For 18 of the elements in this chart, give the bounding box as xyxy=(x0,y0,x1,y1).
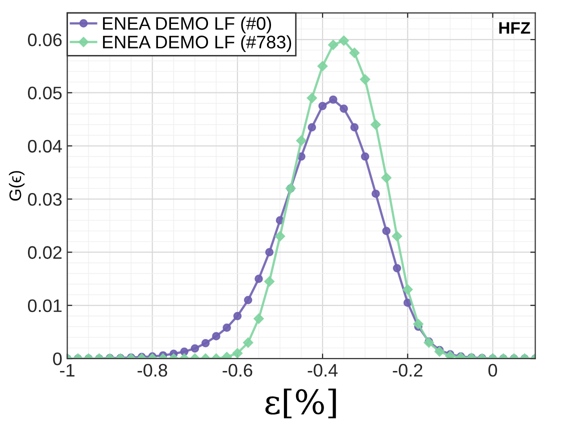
x-tick-label: 0 xyxy=(488,364,498,377)
y-tick-label: 0.02 xyxy=(28,246,62,259)
y-tick-label: 0 xyxy=(53,352,62,366)
y-tick-label: 0.05 xyxy=(28,86,62,100)
annotation: HFZ xyxy=(499,22,530,34)
y-axis-title: G(ϵ) xyxy=(8,171,24,201)
legend-label: ENEA DEMO LF (#0) xyxy=(103,16,272,34)
y-tick-label: 0.06 xyxy=(28,33,62,46)
x-axis-title: ε[%] xyxy=(265,388,336,418)
x-tick-label: -0.2 xyxy=(392,364,422,377)
x-tick-label: -0.4 xyxy=(308,364,338,377)
x-tick-label: -1 xyxy=(60,364,74,377)
x-tick-label: -0.6 xyxy=(222,364,252,377)
x-tick-label: -0.8 xyxy=(138,364,168,377)
y-tick-label: 0.03 xyxy=(28,192,62,206)
y-tick-label: 0.04 xyxy=(28,140,62,153)
y-tick-label: 0.01 xyxy=(28,299,62,312)
legend-label: ENEA DEMO LF (#783) xyxy=(103,35,292,52)
